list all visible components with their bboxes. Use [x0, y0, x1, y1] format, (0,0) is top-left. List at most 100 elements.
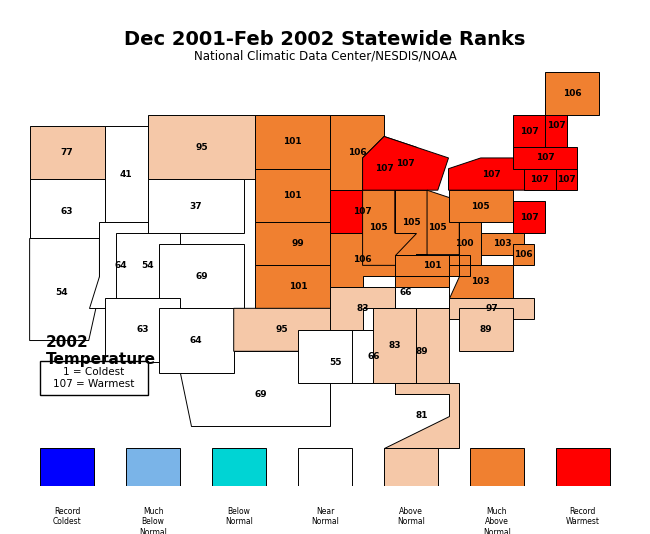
Polygon shape — [105, 125, 148, 222]
Text: 101: 101 — [289, 282, 307, 292]
Text: 66: 66 — [399, 288, 412, 297]
Text: 95: 95 — [195, 143, 208, 152]
Polygon shape — [448, 222, 481, 265]
Text: 1 = Coldest
107 = Warmest: 1 = Coldest 107 = Warmest — [53, 367, 135, 389]
Polygon shape — [330, 287, 395, 330]
Text: Much
Above
Normal: Much Above Normal — [483, 507, 511, 534]
Text: 107: 107 — [530, 175, 549, 184]
Text: Above
Normal: Above Normal — [397, 507, 425, 527]
Text: 101: 101 — [283, 137, 302, 146]
Polygon shape — [148, 179, 244, 233]
Text: 107: 107 — [520, 213, 538, 222]
Text: 69: 69 — [254, 390, 267, 399]
Text: 2002
Temperature: 2002 Temperature — [46, 335, 156, 367]
Text: 97: 97 — [485, 304, 498, 313]
Polygon shape — [330, 233, 395, 287]
Bar — [384, 448, 438, 501]
Bar — [556, 448, 610, 501]
Polygon shape — [30, 179, 105, 239]
Text: National Climatic Data Center/NESDIS/NOAA: National Climatic Data Center/NESDIS/NOA… — [194, 50, 456, 62]
Text: 106: 106 — [354, 255, 372, 264]
Text: 63: 63 — [61, 207, 73, 216]
Polygon shape — [513, 244, 534, 265]
Text: 89: 89 — [480, 325, 493, 334]
Text: Much
Below
Normal: Much Below Normal — [139, 507, 167, 534]
Polygon shape — [513, 201, 545, 233]
Polygon shape — [116, 233, 180, 297]
Text: 64: 64 — [114, 261, 127, 270]
Polygon shape — [352, 330, 395, 383]
Text: 107: 107 — [374, 164, 393, 173]
Text: 107: 107 — [547, 121, 566, 130]
Text: Dec 2001-Feb 2002 Statewide Ranks: Dec 2001-Feb 2002 Statewide Ranks — [124, 30, 526, 49]
Polygon shape — [545, 104, 567, 147]
Polygon shape — [255, 265, 341, 308]
Polygon shape — [105, 297, 180, 362]
Text: 77: 77 — [61, 148, 73, 157]
Text: 81: 81 — [415, 411, 428, 420]
Polygon shape — [30, 125, 105, 179]
Polygon shape — [524, 169, 556, 190]
Polygon shape — [88, 222, 148, 308]
Bar — [212, 448, 266, 501]
Polygon shape — [148, 115, 255, 179]
Text: 89: 89 — [415, 347, 428, 356]
Text: 107: 107 — [536, 153, 554, 162]
Text: 107: 107 — [557, 175, 576, 184]
Polygon shape — [255, 222, 341, 265]
Polygon shape — [30, 239, 99, 341]
Text: 54: 54 — [142, 261, 154, 270]
Text: 106: 106 — [514, 250, 533, 259]
Polygon shape — [448, 158, 545, 190]
Polygon shape — [363, 190, 416, 265]
Polygon shape — [234, 308, 341, 351]
FancyBboxPatch shape — [40, 362, 148, 395]
Text: 101: 101 — [283, 191, 302, 200]
Text: 55: 55 — [330, 358, 342, 366]
Polygon shape — [363, 276, 448, 330]
Text: 106: 106 — [563, 89, 581, 98]
Polygon shape — [481, 233, 524, 255]
Text: 105: 105 — [402, 218, 421, 227]
Polygon shape — [159, 308, 234, 373]
Text: 105: 105 — [428, 223, 447, 232]
Text: 101: 101 — [423, 261, 442, 270]
Polygon shape — [460, 308, 513, 351]
Text: 107: 107 — [396, 159, 415, 168]
Text: 83: 83 — [389, 341, 401, 350]
Polygon shape — [556, 169, 577, 190]
Polygon shape — [384, 383, 460, 448]
Text: Near
Normal: Near Normal — [311, 507, 339, 527]
Polygon shape — [395, 255, 470, 287]
Text: 100: 100 — [456, 239, 474, 248]
Bar — [298, 448, 352, 501]
Text: 63: 63 — [136, 325, 149, 334]
Polygon shape — [395, 308, 448, 394]
Polygon shape — [448, 190, 513, 222]
Text: 106: 106 — [348, 148, 367, 157]
Text: 64: 64 — [190, 336, 202, 345]
Polygon shape — [298, 330, 373, 383]
Text: 107: 107 — [520, 127, 538, 136]
Bar — [40, 448, 94, 501]
Text: 103: 103 — [493, 239, 512, 248]
Text: 95: 95 — [276, 325, 289, 334]
Polygon shape — [180, 351, 330, 427]
Text: 83: 83 — [356, 304, 369, 313]
Polygon shape — [545, 72, 599, 115]
Polygon shape — [448, 255, 513, 297]
Text: 107: 107 — [482, 170, 501, 178]
Text: Record
Warmest: Record Warmest — [566, 507, 600, 527]
Text: Record
Coldest: Record Coldest — [53, 507, 82, 527]
Polygon shape — [395, 190, 427, 255]
Bar — [126, 448, 180, 501]
Polygon shape — [448, 297, 534, 319]
Text: 105: 105 — [369, 223, 388, 232]
Polygon shape — [255, 169, 330, 222]
Text: 41: 41 — [120, 170, 133, 178]
Polygon shape — [330, 190, 395, 233]
Polygon shape — [255, 115, 330, 169]
Polygon shape — [159, 244, 244, 308]
Text: 99: 99 — [292, 239, 304, 248]
Text: 105: 105 — [471, 202, 490, 211]
